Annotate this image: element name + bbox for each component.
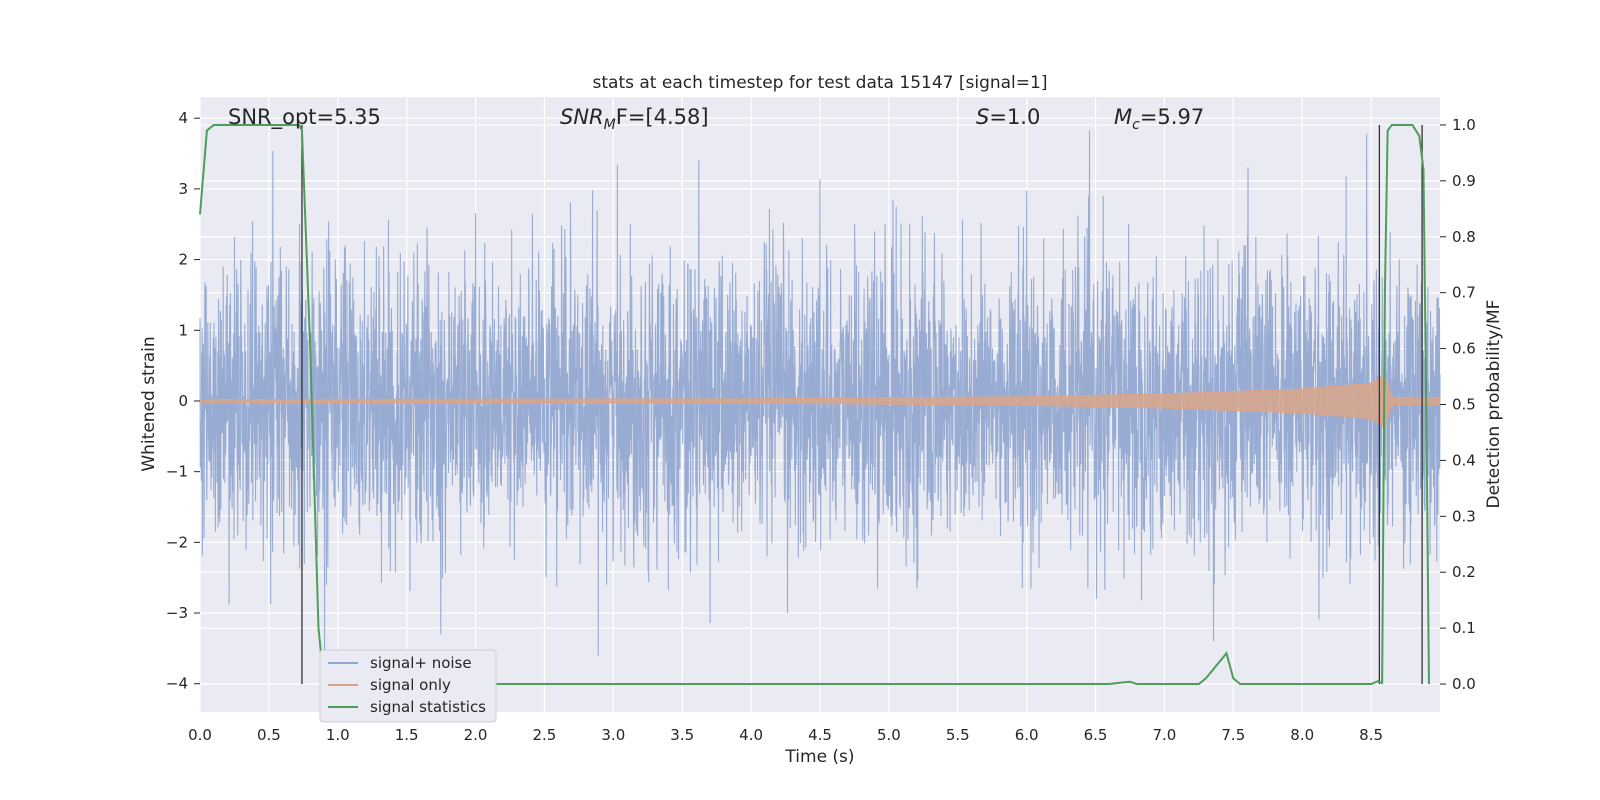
legend-label-signal: signal only (370, 676, 451, 694)
annotation-snr-mf: SNRMF=[4.58] (560, 105, 709, 133)
y2-tick-label: 0.3 (1452, 507, 1476, 525)
y2-tick-label: 0.4 (1452, 451, 1476, 469)
y-tick-label: 3 (178, 180, 188, 198)
annotation-snr-opt: SNR_opt=5.35 (228, 105, 381, 130)
statistics-line (199, 123, 1430, 686)
y2-tick-label: 0.1 (1452, 619, 1476, 637)
x-tick-label: 6.5 (1084, 726, 1108, 744)
y-tick-label: 1 (178, 321, 188, 339)
x-tick-label: 8.5 (1359, 726, 1383, 744)
x-tick-label: 0.5 (257, 726, 281, 744)
noise-line (199, 130, 1441, 656)
legend: signal+ noise signal only signal statist… (319, 649, 497, 723)
x-tick-label: 2.0 (464, 726, 488, 744)
x-tick-label: 8.0 (1290, 726, 1314, 744)
y-tick-label: −1 (166, 463, 188, 481)
x-tick-label: 2.5 (533, 726, 557, 744)
mc-subscript: c (1132, 117, 1140, 133)
y-tick-label: −2 (166, 533, 188, 551)
mc-value: =5.97 (1140, 105, 1204, 129)
y2-tick-label: 0.2 (1452, 563, 1476, 581)
x-axis-label: Time (s) (784, 747, 854, 767)
x-tick-label: 5.0 (877, 726, 901, 744)
y2-tick-label: 0.5 (1452, 396, 1476, 414)
snr-mf-italic: SNR (560, 105, 604, 129)
y-ticks: 4 3 2 1 0 −1 −2 −3 −4 (166, 109, 200, 693)
y-axis-label: Whitened strain (139, 336, 159, 471)
x-tick-label: 7.5 (1221, 726, 1245, 744)
y-tick-label: −3 (166, 604, 188, 622)
y2-tick-label: 0.0 (1452, 675, 1476, 693)
s-value: =1.0 (989, 105, 1040, 129)
snr-mf-subscript: M (604, 117, 616, 133)
series-signal-statistics (199, 123, 1430, 686)
s-italic: S (976, 105, 989, 129)
annotation-mc: Mc=5.97 (1114, 105, 1204, 133)
x-tick-label: 1.0 (326, 726, 350, 744)
x-tick-label: 1.5 (395, 726, 419, 744)
y2-tick-label: 0.6 (1452, 340, 1476, 358)
x-tick-label: 0.0 (188, 726, 212, 744)
y2-tick-label: 0.9 (1452, 172, 1476, 190)
x-tick-label: 3.0 (601, 726, 625, 744)
y-tick-label: −4 (166, 675, 188, 693)
y-tick-label: 2 (178, 251, 188, 269)
y2-tick-label: 0.8 (1452, 228, 1476, 246)
x-tick-label: 4.5 (808, 726, 832, 744)
series-signal-noise (199, 130, 1441, 656)
legend-label-noise: signal+ noise (370, 654, 472, 672)
x-tick-label: 5.5 (946, 726, 970, 744)
legend-label-statistics: signal statistics (370, 698, 486, 716)
x-tick-label: 4.0 (739, 726, 763, 744)
x-tick-label: 3.5 (670, 726, 694, 744)
y2-tick-label: 0.7 (1452, 284, 1476, 302)
snr-mf-value: F=[4.58] (616, 105, 709, 129)
x-tick-label: 6.0 (1015, 726, 1039, 744)
x-ticks: 0.0 0.5 1.0 1.5 2.0 2.5 3.0 3.5 4.0 4.5 5.0 5.5 6.0 6… (188, 726, 1383, 744)
y2-axis-label: Detection probability/MF (1484, 300, 1504, 509)
mc-italic: M (1114, 105, 1132, 129)
y2-tick-label: 1.0 (1452, 116, 1476, 134)
y-tick-label: 4 (178, 109, 188, 127)
x-tick-label: 7.0 (1153, 726, 1177, 744)
annotation-s: S=1.0 (976, 105, 1040, 129)
y-tick-label: 0 (178, 392, 188, 410)
chart-title: stats at each timestep for test data 151… (593, 73, 1048, 93)
legend-box (319, 649, 497, 723)
y2-ticks: 1.0 0.9 0.8 0.7 0.6 0.5 0.4 0.3 0.2 0.1 0.0 (1440, 116, 1476, 693)
vertical-markers (301, 124, 1423, 685)
